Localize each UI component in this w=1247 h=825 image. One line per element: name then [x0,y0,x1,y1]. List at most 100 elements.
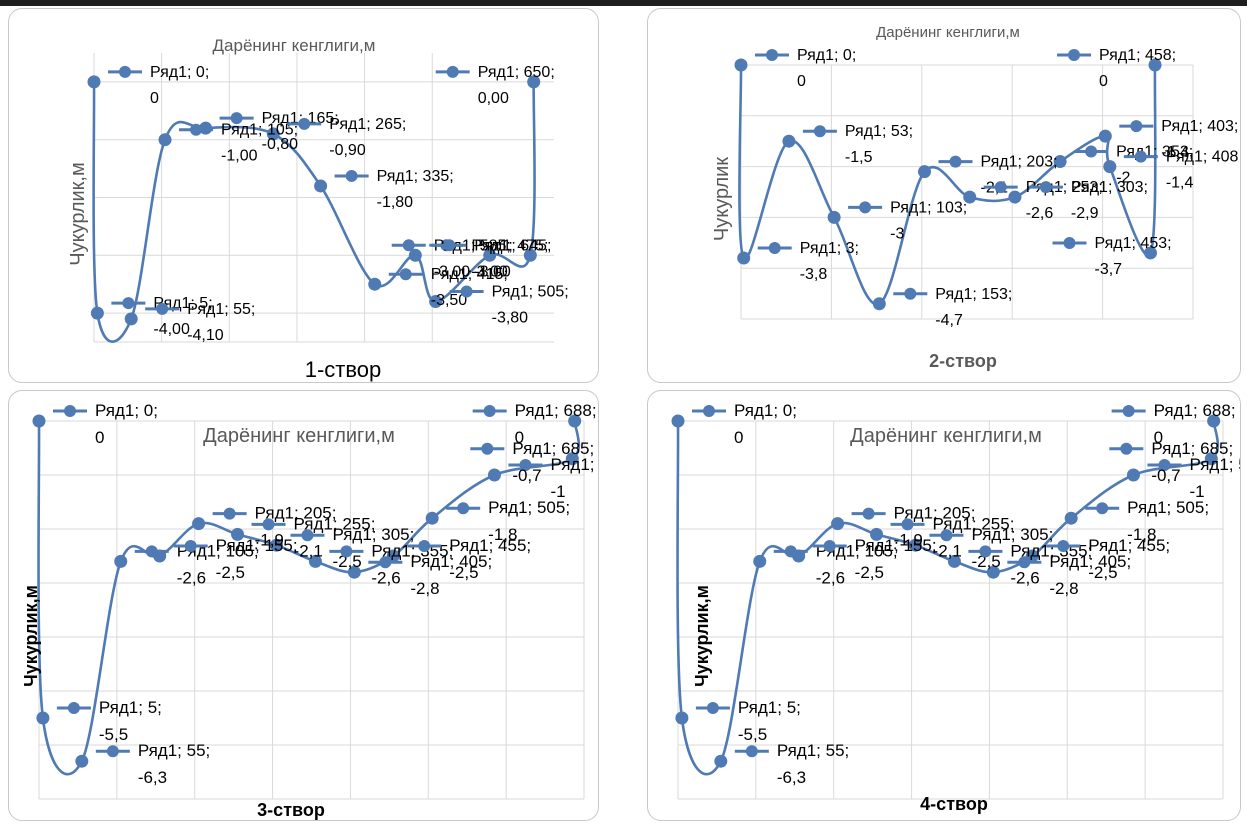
label-key-marker [1057,540,1070,552]
data-point [527,75,541,89]
data-label: Ряд1; 155; -2,5 [812,536,937,582]
data-label-value: -1,9 [894,531,923,550]
data-label-value: -0,90 [329,142,366,159]
label-key-marker [119,65,131,78]
data-label-text: Ряд1; 650; [478,64,555,81]
data-label-value: -6,3 [777,768,806,787]
data-label: Ряд1; 0; 0 [53,401,158,447]
data-point [199,121,213,135]
label-key-marker [379,556,392,569]
data-label: Ряд1; 335; -1,80 [334,168,454,211]
data-label-value: -1,8 [1127,525,1156,544]
data-label-value: -5,5 [738,725,767,744]
chart-2-xlabel: 2-створ [929,351,997,371]
data-label-value: -2,6 [177,568,206,587]
data-label: Ряд1; 305; -2,5 [290,525,414,571]
data-point [831,517,845,531]
label-key-marker [949,155,962,168]
label-key-marker [298,117,311,130]
data-label-value: -2,5 [332,552,361,571]
data-point [36,711,50,725]
data-label-text: Ряд1; 0; [95,401,158,420]
data-label: Ряд1; 55; -4,10 [145,301,255,344]
data-label: Ряд1; 408; -1,4 [1123,149,1240,192]
data-label-value: -1,4 [1161,144,1189,161]
data-label-value: -0,7 [1151,466,1180,485]
data-label: Ряд1; 505; -1,8 [446,498,570,544]
data-label-text: Ряд1; 455; [449,536,531,555]
data-label-value: -1,00 [221,148,258,165]
data-label: Ряд1; 455; -2,5 [1046,536,1170,582]
label-key-marker [1158,459,1171,471]
label-key-marker [399,268,412,281]
data-point [1103,160,1117,174]
label-key-marker [340,545,353,558]
data-label-value: -3,00 [434,263,471,280]
chart-1-markers [87,75,541,326]
data-label-text: Ряд1; 688; [515,401,597,420]
data-point [308,554,322,568]
chart-panel-4: Ряд1; 0; 0 Ряд1; 5; -5,5 Ряд1; 55; -6,3 Ряд1; … [647,390,1241,821]
data-point [269,538,283,552]
data-label-value: 0 [515,428,524,447]
data-label-value: -1,8 [488,525,517,544]
data-point [1126,468,1140,482]
label-key-marker [1063,236,1076,249]
label-key-marker [106,745,119,758]
data-label: Ряд1; 650; 0,00 [435,64,555,107]
data-point [963,190,977,204]
data-point [782,134,796,148]
data-label-text: Ряд1; 5; [738,698,801,717]
data-label-value: -2,1 [933,541,962,560]
label-key-marker [1134,150,1147,163]
data-label-value: -3,8 [800,266,828,283]
data-label: Ряд1; 255; -2,1 [251,514,375,560]
data-label-value: -3,00 [474,263,511,280]
data-label-value: -4,10 [187,327,224,344]
chart-1-title: Дарёнинг кенглиги,м [213,36,376,55]
data-point [1064,511,1078,525]
data-label: Ряд1; 153; -4,7 [893,286,1012,329]
data-label-text: Ряд1; 505; [1127,498,1209,517]
data-point [487,468,501,482]
data-label-text: Ряд1; 585; [1189,455,1241,474]
data-label-value: -1 [1189,482,1204,501]
data-label-value: -1 [550,482,565,501]
data-label: Ряд1; 405; -2,8 [1007,552,1131,598]
label-key-marker [402,239,415,252]
data-label-text: Ряд1; 303; [1071,179,1148,196]
data-label-value: -2,5 [1088,563,1117,582]
data-label-text: Ряд1; 453; [1095,235,1172,252]
chart-3-markers [32,414,582,768]
chart-4-ylabel: Чукурлик,м [692,585,712,687]
label-key-marker [446,65,459,78]
data-label-text: Ряд1; 305; [971,525,1053,544]
data-label: Ряд1; 585; -1 [1147,455,1241,501]
data-label-text: Ряд1; 585; [550,455,599,474]
data-point [947,554,961,568]
data-point [425,511,439,525]
label-key-marker [768,242,781,255]
chart-1-xlabel: 1-створ [305,357,382,382]
chart-1-series-line [92,81,536,343]
data-label: Ряд1; 505; -3,80 [449,284,569,327]
data-label: Ряд1; 103; -3 [848,199,967,242]
data-label-value: -2,6 [371,568,400,587]
label-key-marker [1018,556,1031,569]
data-label-text: Ряд1; 203; [981,154,1058,171]
data-label-text: Ряд1; 55; [138,741,210,760]
data-label-value: -2,5 [449,563,478,582]
data-label: Ряд1; 0; 0 [692,401,797,447]
data-label-text: Ряд1; 265; [329,116,406,133]
data-point [1144,246,1158,260]
data-label: Ряд1; 688; 0 [472,401,597,447]
data-label-value: -3,00 [471,263,508,280]
data-label-value: -2,1 [294,541,323,560]
label-key-marker [443,239,456,252]
data-point [523,248,537,262]
data-label: Ряд1; 265; -0,90 [287,116,406,159]
label-key-marker [1120,442,1133,455]
data-label-value: -2,6 [1026,205,1054,222]
data-point [737,251,751,265]
